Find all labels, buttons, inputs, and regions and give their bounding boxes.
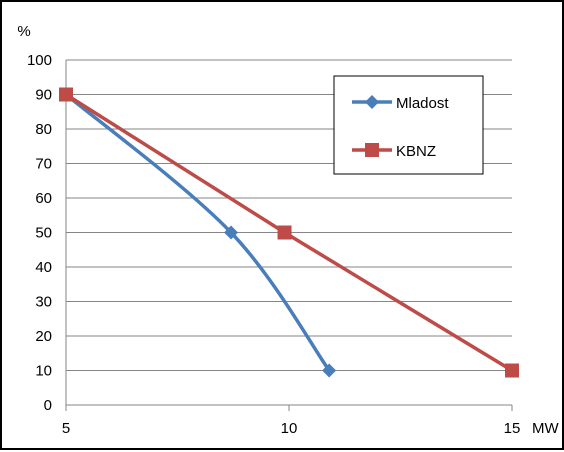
data-point-kbnz-1 [277, 225, 292, 240]
data-point-kbnz-0 [59, 87, 73, 102]
x-tick-label-10: 10 [281, 420, 298, 437]
y-tick-label-20: 20 [35, 328, 52, 345]
y-tick-label-90: 90 [35, 87, 52, 104]
data-point-kbnz-2 [505, 363, 519, 378]
legend-label-mladost: Mladost [396, 95, 449, 112]
x-tick-label-5: 5 [62, 420, 70, 437]
y-tick-label-60: 60 [35, 190, 52, 207]
legend-marker-kbnz [365, 143, 379, 157]
y-unit-label: % [17, 23, 30, 40]
y-tick-label-10: 10 [35, 363, 52, 380]
y-tick-label-100: 100 [27, 52, 52, 69]
x-tick-label-15: 15 [504, 420, 521, 437]
legend-label-kbnz: KBNZ [396, 143, 436, 160]
y-tick-label-40: 40 [35, 259, 52, 276]
y-tick-label-80: 80 [35, 121, 52, 138]
x-unit-label: MW [532, 420, 559, 437]
legend-marker-mladost [365, 95, 379, 109]
data-point-mladost-2 [322, 363, 337, 378]
legend-box [333, 75, 484, 175]
y-tick-label-50: 50 [35, 225, 52, 242]
y-tick-label-30: 30 [35, 294, 52, 311]
y-tick-label-0: 0 [44, 397, 52, 414]
data-point-mladost-1 [224, 225, 239, 240]
y-tick-label-70: 70 [35, 156, 52, 173]
